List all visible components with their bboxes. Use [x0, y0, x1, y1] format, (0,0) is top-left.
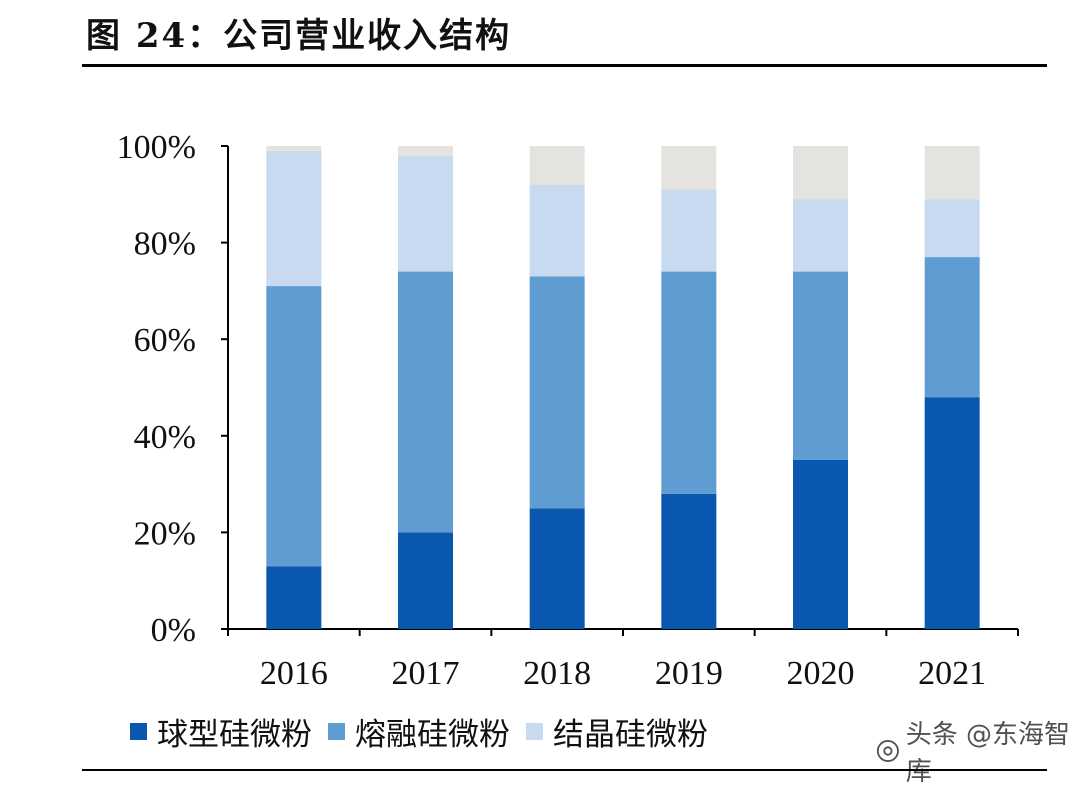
legend-label-fused: 熔融硅微粉	[355, 716, 510, 753]
bottom-divider	[82, 769, 1047, 771]
title-divider	[82, 64, 1047, 67]
bar-segment	[924, 397, 980, 629]
bar-segment	[398, 155, 453, 272]
watermark-text: 头条 @东海智库	[905, 720, 1071, 787]
bar-segment	[793, 271, 848, 460]
header: 图 24：公司营业收入结构	[0, 0, 1080, 70]
legend-swatch-fused	[328, 722, 345, 740]
page-title: 图 24：公司营业收入结构	[86, 16, 512, 56]
bar-segment	[793, 199, 848, 272]
x-tick-label: 2020	[787, 655, 855, 692]
bar-segment	[793, 459, 848, 629]
bar-segment	[661, 271, 717, 494]
bar-segment	[266, 566, 322, 629]
x-tick-label: 2019	[655, 655, 723, 692]
legend: 球型硅微粉 熔融硅微粉 结晶硅微粉	[130, 706, 724, 756]
bar-segment	[793, 146, 848, 200]
bar-segment	[529, 146, 585, 185]
legend-item-spherical: 球型硅微粉	[130, 709, 312, 754]
y-tick-label: 80%	[134, 226, 196, 263]
bar-segment	[266, 286, 322, 567]
bar-segment	[924, 257, 980, 398]
y-tick-label: 100%	[117, 129, 196, 166]
y-tick-label: 0%	[151, 612, 196, 649]
legend-swatch-crystalline	[526, 722, 543, 740]
x-tick-label: 2016	[260, 655, 328, 692]
bar-segment	[266, 146, 322, 151]
y-tick-label: 40%	[134, 419, 196, 456]
legend-swatch-spherical	[130, 722, 147, 740]
bar-segment	[398, 271, 453, 533]
bar-segment	[661, 493, 717, 629]
bar-segment	[924, 146, 980, 200]
x-tick-label: 2017	[392, 655, 460, 692]
legend-item-crystalline: 结晶硅微粉	[526, 709, 708, 754]
bar-segment	[924, 199, 980, 258]
bar-segment	[661, 146, 717, 190]
x-tick-label: 2018	[523, 655, 591, 692]
legend-label-spherical: 球型硅微粉	[157, 716, 312, 753]
legend-item-fused: 熔融硅微粉	[328, 709, 510, 754]
bar-segment	[398, 146, 453, 156]
y-tick-label: 20%	[134, 515, 196, 552]
bar-segment	[529, 184, 585, 277]
legend-label-crystalline: 结晶硅微粉	[553, 716, 708, 753]
bar-segment	[529, 508, 585, 629]
at-sign-icon	[876, 740, 899, 762]
bar-segment	[266, 150, 322, 287]
bar-segment	[661, 189, 717, 272]
x-tick-label: 2021	[918, 655, 986, 692]
bar-segment	[529, 276, 585, 509]
watermark: 头条 @东海智库	[870, 714, 1080, 788]
y-tick-label: 60%	[134, 322, 196, 359]
bar-segment	[398, 532, 453, 629]
